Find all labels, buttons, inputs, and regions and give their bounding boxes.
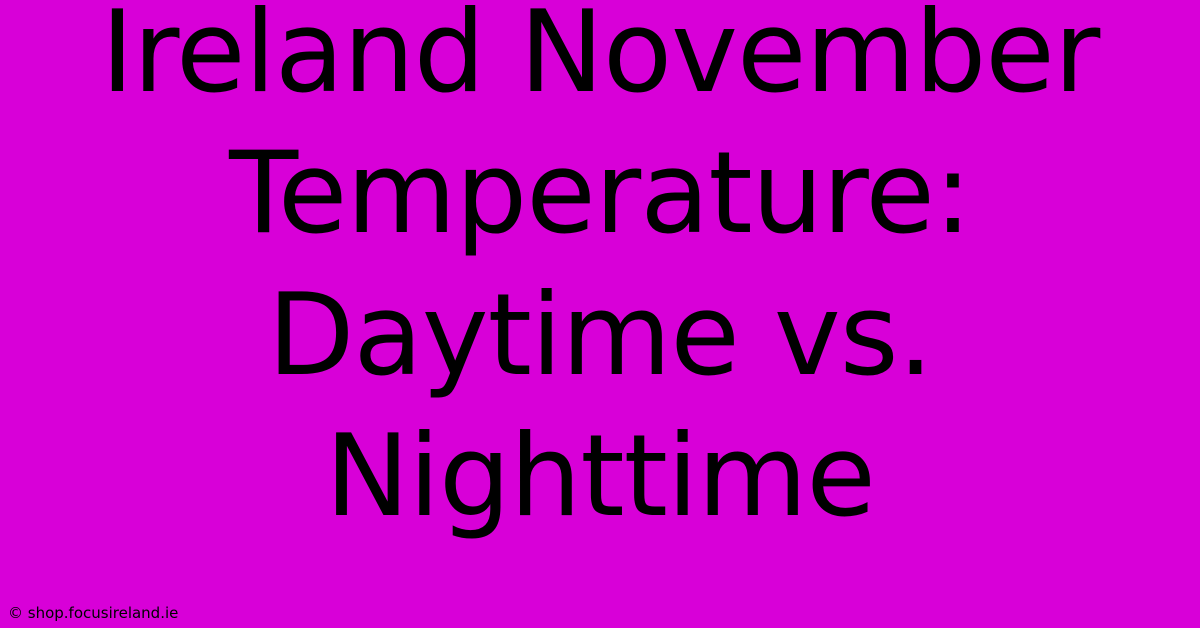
- headline-line-2: Temperature:: [229, 127, 971, 259]
- headline-line-1: Ireland November: [101, 0, 1100, 118]
- attribution-text: © shop.focusireland.ie: [8, 604, 178, 622]
- headline-line-4: Nighttime: [325, 410, 875, 542]
- headline-text: Ireland November Temperature: Daytime vs…: [0, 0, 1200, 547]
- headline-line-3: Daytime vs.: [267, 269, 932, 401]
